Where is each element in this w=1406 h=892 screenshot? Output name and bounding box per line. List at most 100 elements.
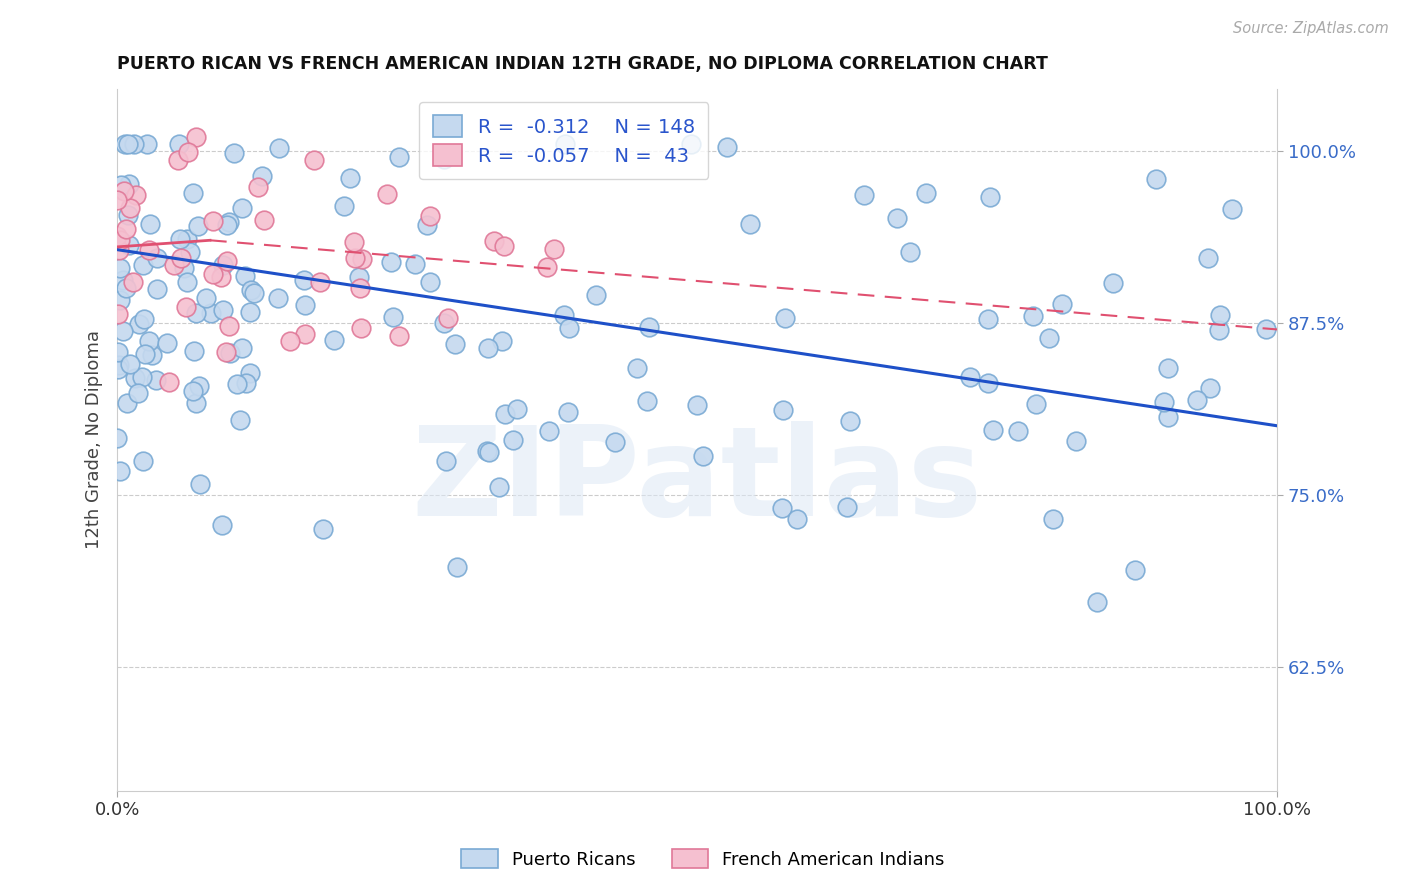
Point [107, 307, 129, 321]
Point [105, 431, 128, 445]
Point [786, 511, 808, 525]
Point [304, 153, 326, 167]
Legend: R =  -0.312    N = 148, R =  -0.057    N =  43: R = -0.312 N = 148, R = -0.057 N = 43 [419, 102, 709, 179]
Point [558, 321, 581, 335]
Point [231, 201, 253, 215]
Point [350, 320, 373, 334]
Point [105, 229, 128, 244]
Point [1198, 381, 1220, 395]
Point [177, 145, 200, 160]
Point [250, 169, 273, 183]
Point [239, 305, 262, 319]
Point [139, 217, 162, 231]
Point [211, 518, 233, 533]
Point [977, 376, 1000, 390]
Point [835, 500, 858, 514]
Point [1197, 251, 1219, 265]
Point [585, 288, 607, 302]
Point [122, 136, 145, 151]
Text: ZIPatlas: ZIPatlas [412, 421, 983, 542]
Point [128, 317, 150, 331]
Point [107, 344, 129, 359]
Point [716, 139, 738, 153]
Point [388, 329, 411, 343]
Point [1209, 308, 1232, 322]
Point [433, 152, 456, 166]
Point [118, 201, 141, 215]
Point [243, 286, 266, 301]
Point [898, 245, 921, 260]
Point [416, 218, 439, 232]
Point [488, 480, 510, 494]
Point [108, 464, 131, 478]
Point [114, 136, 136, 151]
Point [170, 251, 193, 265]
Point [1038, 331, 1060, 345]
Point [505, 401, 527, 416]
Point [333, 199, 356, 213]
Point [433, 316, 456, 330]
Point [215, 254, 238, 268]
Point [740, 217, 762, 231]
Point [115, 281, 138, 295]
Point [240, 283, 263, 297]
Point [434, 454, 457, 468]
Point [224, 145, 246, 160]
Point [112, 324, 135, 338]
Point [173, 261, 195, 276]
Point [127, 386, 149, 401]
Point [181, 186, 204, 201]
Point [169, 232, 191, 246]
Point [886, 211, 908, 225]
Point [404, 256, 426, 270]
Point [1222, 202, 1244, 217]
Point [773, 310, 796, 325]
Point [215, 218, 238, 232]
Point [212, 303, 235, 318]
Point [1185, 393, 1208, 408]
Point [131, 369, 153, 384]
Point [638, 320, 661, 334]
Point [1102, 276, 1125, 290]
Point [914, 186, 936, 200]
Point [218, 346, 240, 360]
Point [1025, 397, 1047, 411]
Point [176, 275, 198, 289]
Point [118, 237, 141, 252]
Point [131, 258, 153, 272]
Point [1022, 309, 1045, 323]
Point [138, 334, 160, 348]
Point [322, 333, 344, 347]
Point [1042, 512, 1064, 526]
Point [536, 260, 558, 274]
Point [225, 377, 247, 392]
Point [117, 208, 139, 222]
Point [419, 275, 441, 289]
Point [117, 178, 139, 192]
Point [772, 402, 794, 417]
Point [233, 269, 256, 284]
Point [1256, 322, 1278, 336]
Text: Source: ZipAtlas.com: Source: ZipAtlas.com [1233, 21, 1389, 36]
Point [108, 358, 131, 372]
Point [247, 180, 270, 194]
Point [184, 395, 207, 409]
Point [1156, 410, 1178, 425]
Point [636, 394, 658, 409]
Point [1123, 563, 1146, 577]
Point [446, 560, 468, 574]
Point [603, 435, 626, 450]
Point [686, 398, 709, 412]
Point [852, 187, 875, 202]
Point [1153, 395, 1175, 409]
Point [494, 239, 516, 253]
Point [166, 153, 188, 168]
Point [157, 375, 180, 389]
Point [110, 178, 132, 193]
Point [146, 252, 169, 266]
Point [477, 341, 499, 355]
Point [218, 215, 240, 229]
Legend: Puerto Ricans, French American Indians: Puerto Ricans, French American Indians [454, 841, 952, 876]
Point [502, 433, 524, 447]
Point [977, 312, 1000, 326]
